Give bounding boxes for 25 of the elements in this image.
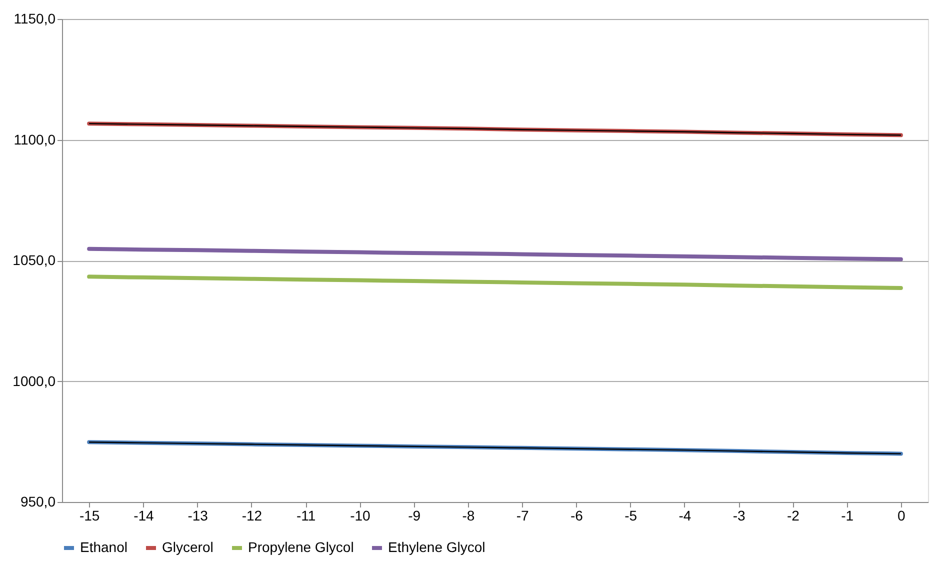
x-tick-label: -8 <box>462 508 475 524</box>
x-tick-label: -3 <box>732 508 746 524</box>
x-tick-label: -4 <box>678 508 692 524</box>
x-tick-label: -12 <box>242 508 262 524</box>
x-tick-label: -13 <box>188 508 208 524</box>
x-tick-label: -2 <box>786 508 800 524</box>
x-tick-label: -6 <box>570 508 584 524</box>
x-tick-label: -10 <box>350 508 371 524</box>
legend-label: Glycerol <box>162 539 214 555</box>
x-tick-label: 0 <box>898 508 906 524</box>
x-tick-label: -5 <box>624 508 638 524</box>
x-tick-label: -9 <box>408 508 421 524</box>
y-tick-label: 1000,0 <box>12 372 56 389</box>
legend-label: Ethanol <box>80 539 128 555</box>
x-tick-label: -1 <box>841 508 854 524</box>
y-tick-label: 950,0 <box>20 494 56 510</box>
x-tick-label: -14 <box>134 508 154 524</box>
legend-label: Ethylene Glycol <box>388 539 486 555</box>
x-tick-label: -15 <box>79 508 100 524</box>
x-tick-label: -11 <box>296 508 316 524</box>
x-tick-label: -7 <box>516 508 529 524</box>
y-tick-label: 1150,0 <box>14 10 56 26</box>
y-tick-label: 1100,0 <box>14 131 56 148</box>
y-tick-label: 1050,0 <box>12 252 56 268</box>
legend-label: Propylene Glycol <box>248 539 354 555</box>
